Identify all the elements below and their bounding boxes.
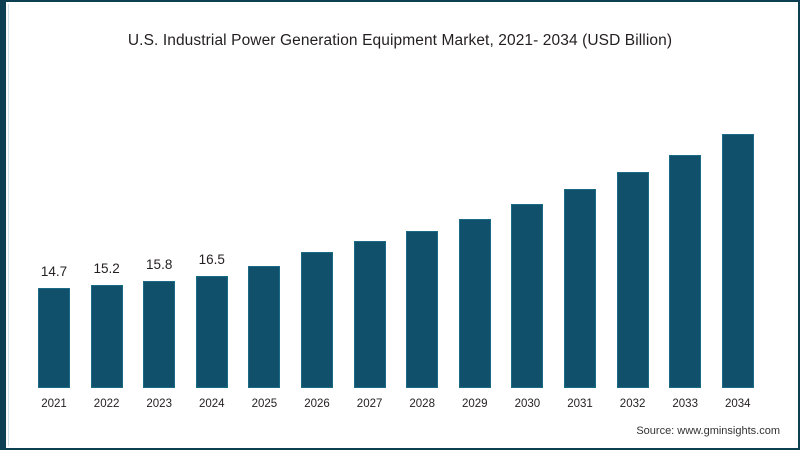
x-axis-label-2034: 2034 bbox=[725, 398, 751, 410]
bar-value-label-2022: 15.2 bbox=[93, 260, 120, 276]
x-axis-label-2033: 2033 bbox=[672, 398, 698, 410]
x-axis-label-2024: 2024 bbox=[199, 398, 225, 410]
bar-2030[interactable] bbox=[511, 203, 544, 388]
bar-2032[interactable] bbox=[616, 171, 649, 388]
bar-2034[interactable] bbox=[721, 134, 754, 388]
x-axis-label-2031: 2031 bbox=[567, 398, 593, 410]
bar-2028[interactable] bbox=[406, 230, 439, 388]
chart-title: U.S. Industrial Power Generation Equipme… bbox=[127, 32, 673, 49]
x-axis-label-2023: 2023 bbox=[146, 398, 172, 410]
bar-2026[interactable] bbox=[301, 251, 333, 388]
frame-border-top bbox=[0, 0, 800, 2]
bar-2029[interactable] bbox=[458, 219, 491, 388]
bar-2023[interactable] bbox=[143, 280, 176, 388]
bar-2027[interactable] bbox=[353, 241, 386, 388]
bar-2021[interactable] bbox=[38, 288, 70, 388]
bar-2033[interactable] bbox=[669, 154, 702, 388]
bar-2031[interactable] bbox=[564, 188, 596, 388]
x-axis-label-2025: 2025 bbox=[251, 398, 278, 410]
frame-accent-left bbox=[0, 0, 6, 450]
bar-value-label-2021: 14.7 bbox=[40, 264, 68, 279]
bar-2022[interactable] bbox=[90, 284, 123, 388]
x-axis-label-2022: 2022 bbox=[93, 398, 120, 410]
frame-inner-hairline bbox=[8, 4, 9, 446]
bar-value-label-2024: 16.5 bbox=[198, 251, 225, 267]
x-axis-label-2030: 2030 bbox=[514, 398, 541, 410]
x-axis-label-2027: 2027 bbox=[356, 398, 383, 410]
x-axis-label-2032: 2032 bbox=[619, 398, 646, 410]
frame-border-bottom bbox=[0, 448, 800, 450]
source-attribution: Source: www.gminsights.com bbox=[636, 425, 780, 437]
x-axis-label-2026: 2026 bbox=[304, 398, 330, 410]
bar-2025[interactable] bbox=[248, 266, 281, 388]
frame-border-right bbox=[798, 0, 800, 450]
x-axis-label-2021: 2021 bbox=[41, 398, 67, 410]
bar-2024[interactable] bbox=[195, 275, 228, 388]
x-axis-label-2028: 2028 bbox=[409, 398, 435, 410]
x-axis-label-2029: 2029 bbox=[462, 398, 488, 410]
bar-value-label-2023: 15.8 bbox=[146, 256, 173, 272]
